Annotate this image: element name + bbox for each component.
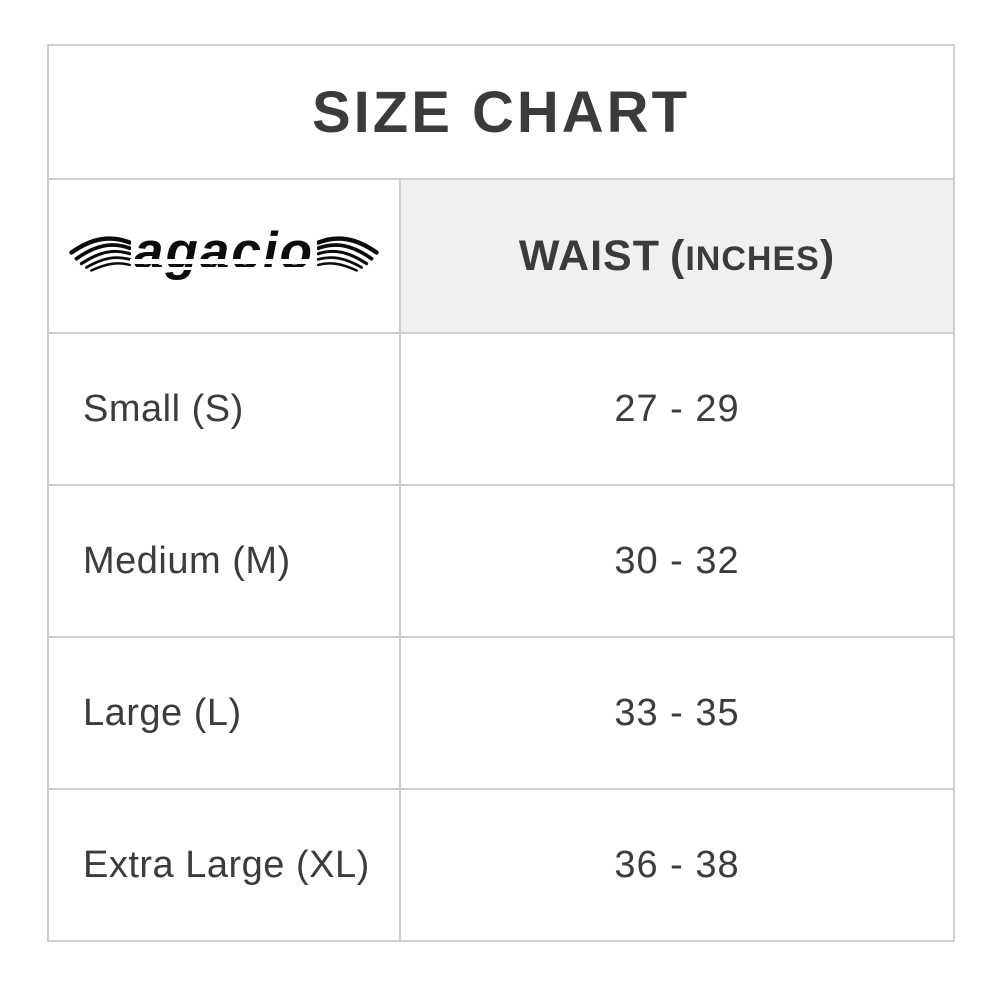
waist-value: 33 - 35 [399, 636, 955, 790]
table-row-medium: Medium (M) 30 - 32 [47, 484, 955, 638]
table-row-small: Small (S) 27 - 29 [47, 332, 955, 486]
table-row-large: Large (L) 33 - 35 [47, 636, 955, 790]
waist-value: 27 - 29 [399, 332, 955, 486]
size-chart-table: SIZE CHART agacio [47, 44, 955, 942]
title-cell: SIZE CHART [47, 44, 955, 180]
size-label: Large (L) [47, 636, 401, 790]
size-label: Small (S) [47, 332, 401, 486]
page-title: SIZE CHART [312, 79, 690, 145]
brand-logo: agacio [69, 225, 379, 282]
size-label: Medium (M) [47, 484, 401, 638]
waist-column-header: WAIST (INCHES) [399, 178, 955, 334]
waist-header-sub: INCHES [685, 239, 820, 278]
waist-header-paren-close: ) [819, 231, 836, 280]
brand-logo-cell: agacio [47, 178, 401, 334]
brand-name: agacio [130, 221, 316, 281]
waist-value: 36 - 38 [399, 788, 955, 942]
waist-header-paren-open: ( [670, 231, 686, 280]
wing-left-icon [69, 236, 132, 272]
waist-header-main: WAIST [518, 231, 661, 280]
header-row: agacio WAIST (INCHES) [47, 178, 955, 334]
table-row-extra-large: Extra Large (XL) 36 - 38 [47, 788, 955, 942]
waist-value: 30 - 32 [399, 484, 955, 638]
wing-right-icon [316, 236, 379, 272]
title-row: SIZE CHART [47, 44, 955, 180]
size-label: Extra Large (XL) [47, 788, 401, 942]
